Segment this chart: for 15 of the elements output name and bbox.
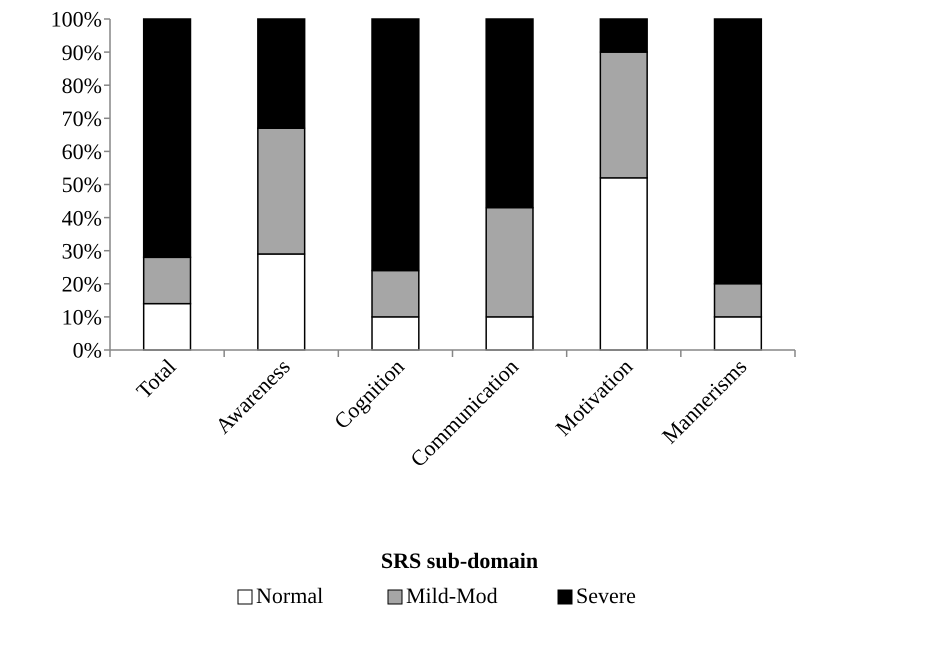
y-tick-label: 80%	[62, 72, 102, 98]
y-tick-label: 30%	[62, 238, 102, 264]
y-tick-label: 100%	[50, 6, 102, 32]
legend-label: Severe	[576, 583, 636, 608]
y-tick-label: 70%	[62, 106, 102, 131]
legend-label: Normal	[256, 583, 324, 608]
x-axis-title: SRS sub-domain	[380, 548, 538, 573]
y-tick-label: 60%	[62, 139, 102, 164]
y-tick-label: 0%	[72, 338, 102, 363]
y-tick-label: 40%	[62, 205, 102, 230]
legend-label: Mild-Mod	[406, 583, 498, 608]
y-tick-label: 90%	[62, 40, 102, 65]
y-tick-label: 10%	[62, 304, 102, 330]
y-tick-label: 20%	[62, 272, 102, 296]
y-tick-label: 50%	[62, 172, 102, 198]
